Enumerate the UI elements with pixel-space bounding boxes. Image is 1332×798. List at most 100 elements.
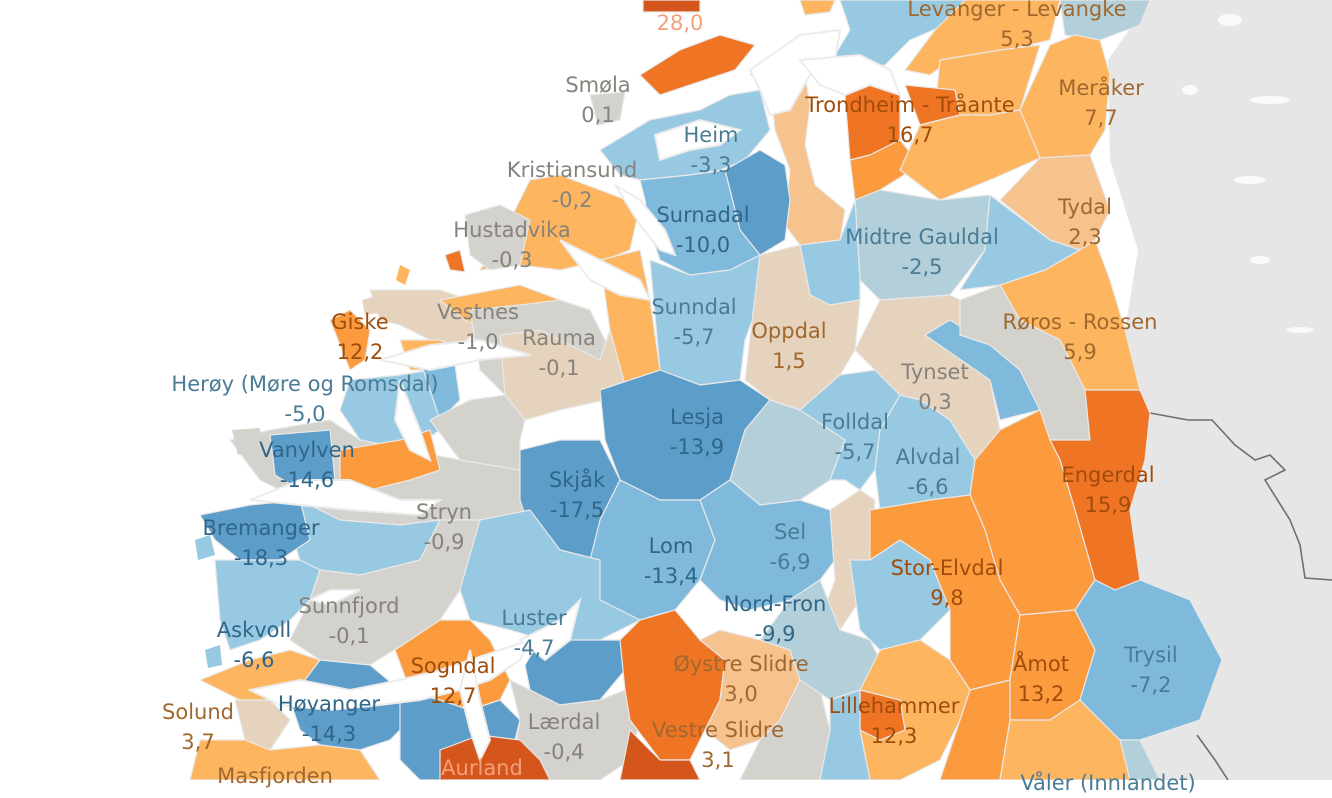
municipality-value: -9,9 xyxy=(754,622,796,646)
municipality-value: 3,0 xyxy=(724,682,758,706)
municipality-value: -2,5 xyxy=(901,255,943,279)
municipality-value: -0,3 xyxy=(491,248,533,272)
municipality-value: -18,3 xyxy=(233,546,289,570)
municipality-value: 3,1 xyxy=(701,748,735,772)
municipality-label: Øystre Slidre 3,0 xyxy=(673,649,808,709)
municipality-value: -0,1 xyxy=(538,356,580,380)
municipality-label: Stor-Elvdal 9,8 xyxy=(891,553,1004,613)
municipality-name: Lesja xyxy=(670,405,724,429)
municipality-value: 2,3 xyxy=(1068,225,1102,249)
municipality-label: Åmot 13,2 xyxy=(1013,649,1069,709)
municipality-value: 7,7 xyxy=(1084,106,1118,130)
municipality-value: -5,0 xyxy=(284,402,326,426)
municipality-name: Giske xyxy=(331,310,389,334)
municipality-label: Trondheim - Tråante 16,7 xyxy=(805,90,1014,150)
municipality-value: -0,9 xyxy=(423,530,465,554)
municipality-label: Engerdal 15,9 xyxy=(1061,460,1154,520)
municipality-label: Røros - Rossen 5,9 xyxy=(1003,307,1158,367)
municipality-label: Høyanger -14,3 xyxy=(278,689,380,749)
municipality-label: Lærdal -0,4 xyxy=(528,707,601,767)
municipality-name: Solund xyxy=(162,700,234,724)
municipality-name: Nord-Fron xyxy=(723,592,827,616)
municipality-name: Høyanger xyxy=(277,692,381,716)
municipality-name: Skjåk xyxy=(548,468,606,492)
municipality-value: 1,5 xyxy=(772,349,806,373)
municipality-label: Meråker 7,7 xyxy=(1058,73,1144,133)
municipality-name: Trysil xyxy=(1124,643,1178,667)
municipality-name: Levanger - Levangke xyxy=(907,0,1127,21)
municipality-name: Tynset xyxy=(901,360,969,384)
municipality-label: Masfjorden xyxy=(217,761,333,791)
municipality-name: Folldal xyxy=(821,410,889,434)
municipality-label: Vanylven -14,6 xyxy=(259,435,355,495)
municipality-value: 3,7 xyxy=(181,730,215,754)
municipality-label: Sogndal 12,7 xyxy=(411,651,496,711)
municipality-label: Kristiansund -0,2 xyxy=(507,155,637,215)
municipality-label: Sunnfjord -0,1 xyxy=(299,591,400,651)
municipality-name: Kristiansund xyxy=(506,158,638,182)
municipality-name: Engerdal xyxy=(1061,463,1155,487)
national-border xyxy=(1149,412,1332,581)
municipality-value: 12,2 xyxy=(336,340,384,364)
municipality-value: 5,9 xyxy=(1063,340,1097,364)
municipality-name: Tydal xyxy=(1057,195,1113,219)
municipality-label: Lesja -13,9 xyxy=(670,402,724,462)
municipality-shapes xyxy=(189,0,1223,780)
sweden-area xyxy=(1108,0,1332,780)
municipality-value: 0,3 xyxy=(918,390,952,414)
municipality-label: Smøla 0,1 xyxy=(565,70,630,130)
municipality-label: Vestnes -1,0 xyxy=(437,297,519,357)
municipality-name: Rauma xyxy=(522,326,596,350)
municipality-name: Vestre Slidre xyxy=(651,718,785,742)
municipality-name: Lillehammer xyxy=(828,694,960,718)
municipality-name: Vestnes xyxy=(436,300,520,324)
municipality-name: Alvdal xyxy=(895,445,961,469)
municipality-label: Solund 3,7 xyxy=(162,697,234,757)
municipality-label: Folldal -5,7 xyxy=(821,407,889,467)
municipality-value: -0,1 xyxy=(328,624,370,648)
municipality-label: Heim -3,3 xyxy=(683,120,738,180)
municipality-value: -6,9 xyxy=(769,550,811,574)
municipality-value: 9,8 xyxy=(930,586,964,610)
municipality-label: 28,0 xyxy=(657,8,704,38)
municipality-name: Sunndal xyxy=(651,295,737,319)
municipality-label: Askvoll -6,6 xyxy=(217,615,291,675)
municipality-value: -7,2 xyxy=(1130,673,1172,697)
municipality-name: Stryn xyxy=(416,500,472,524)
municipality-name: Sel xyxy=(773,520,807,544)
choropleth-map xyxy=(189,0,1332,780)
municipality-name: Våler (Innlandet) xyxy=(1020,771,1196,795)
municipality-label: Oppdal 1,5 xyxy=(751,316,826,376)
municipality-name: Sunnfjord xyxy=(298,594,400,618)
municipality-label: Skjåk -17,5 xyxy=(549,465,605,525)
municipality-label: Herøy (Møre og Romsdal) -5,0 xyxy=(171,369,438,429)
municipality-name: 28,0 xyxy=(656,11,704,35)
municipality-label: Bremanger -18,3 xyxy=(202,513,319,573)
municipality-value: -17,5 xyxy=(549,498,605,522)
municipality-value: -6,6 xyxy=(233,648,275,672)
municipality-value: 5,3 xyxy=(1000,27,1034,51)
municipality-value: 16,7 xyxy=(886,123,934,147)
municipality-name: Lærdal xyxy=(527,710,601,734)
municipality-name: Bremanger xyxy=(202,516,320,540)
municipality-value: -13,9 xyxy=(669,435,725,459)
municipality-name: Øystre Slidre xyxy=(673,652,809,676)
municipality-name: Stor-Elvdal xyxy=(890,556,1004,580)
municipality-name: Meråker xyxy=(1058,76,1144,100)
municipality-name: Surnadal xyxy=(656,203,750,227)
national-border-south xyxy=(1196,734,1229,780)
municipality-label: Luster -4,7 xyxy=(501,603,566,663)
fjords xyxy=(246,28,902,763)
municipality-value: 13,2 xyxy=(1017,682,1065,706)
municipality-label: Lillehammer 12,3 xyxy=(829,691,960,751)
municipality-value: -6,6 xyxy=(907,475,949,499)
municipality-label: Midtre Gauldal -2,5 xyxy=(845,222,999,282)
lakes xyxy=(1182,14,1314,333)
municipality-value: -1,0 xyxy=(457,330,499,354)
municipality-label: Sunndal -5,7 xyxy=(651,292,736,352)
municipality-label: Våler (Innlandet) xyxy=(1020,768,1195,798)
municipality-label: Alvdal -6,6 xyxy=(896,442,961,502)
municipality-name: Røros - Rossen xyxy=(1002,310,1158,334)
municipality-name: Herøy (Møre og Romsdal) xyxy=(171,372,439,396)
municipality-name: Midtre Gauldal xyxy=(845,225,999,249)
